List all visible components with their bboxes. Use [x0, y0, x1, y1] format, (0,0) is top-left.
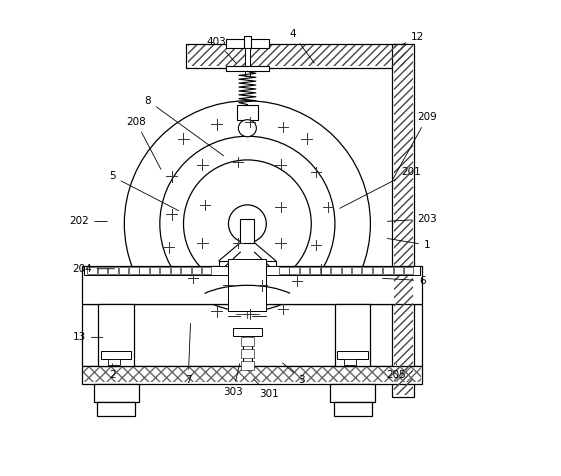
Bar [186, 44, 408, 68]
Bar [83, 367, 421, 382]
Bar [330, 384, 375, 402]
Bar [98, 268, 107, 274]
Bar [335, 304, 370, 366]
Bar [98, 402, 135, 416]
Bar [181, 268, 191, 274]
Bar [140, 268, 149, 274]
Bar [344, 359, 356, 365]
Bar [94, 384, 139, 402]
Bar [88, 268, 97, 274]
Ellipse shape [238, 119, 256, 137]
Text: 209: 209 [393, 112, 437, 179]
Text: 6: 6 [383, 276, 426, 286]
Bar [98, 304, 134, 366]
Text: 301: 301 [254, 379, 279, 399]
Bar [160, 268, 170, 274]
Bar [129, 268, 139, 274]
Bar [279, 268, 288, 274]
Bar [82, 267, 422, 304]
Bar [228, 259, 266, 311]
Bar [191, 268, 201, 274]
Bar [404, 268, 413, 274]
Bar [82, 366, 422, 384]
Bar [233, 328, 261, 337]
Bar [108, 268, 118, 274]
Bar [243, 333, 252, 368]
Bar [84, 267, 420, 275]
Bar [321, 268, 330, 274]
Text: 403: 403 [207, 37, 236, 63]
Bar [108, 359, 119, 365]
Text: 7: 7 [185, 324, 191, 385]
Bar [241, 337, 254, 346]
Text: 1: 1 [387, 238, 430, 250]
Text: 201: 201 [340, 167, 421, 208]
Bar [392, 44, 415, 397]
Bar [243, 36, 251, 48]
Circle shape [228, 205, 266, 243]
Text: 203: 203 [388, 214, 437, 224]
Bar [373, 268, 382, 274]
Text: 208: 208 [126, 117, 161, 169]
Text: 204: 204 [72, 264, 114, 274]
Text: 8: 8 [145, 96, 224, 156]
Circle shape [125, 101, 370, 347]
Bar [241, 349, 254, 358]
Bar [240, 219, 255, 243]
Text: 13: 13 [73, 332, 103, 342]
Bar [226, 39, 269, 48]
Bar [171, 268, 180, 274]
Text: 202: 202 [70, 217, 107, 227]
Bar [342, 268, 351, 274]
Bar [226, 66, 269, 71]
Bar [150, 268, 159, 274]
Bar [394, 45, 412, 395]
Bar [394, 268, 403, 274]
Text: 2: 2 [109, 364, 116, 380]
Bar [82, 304, 422, 366]
Bar [289, 268, 299, 274]
Text: 5: 5 [109, 171, 178, 211]
Bar [188, 45, 406, 66]
Text: 303: 303 [223, 364, 243, 397]
Bar [352, 268, 361, 274]
Text: 205: 205 [387, 364, 406, 380]
Bar [383, 268, 393, 274]
Bar [202, 268, 211, 274]
Text: 4: 4 [289, 29, 314, 63]
Bar [334, 402, 372, 416]
Bar [300, 268, 309, 274]
Bar [100, 351, 131, 359]
Bar [331, 268, 341, 274]
Bar [119, 268, 128, 274]
Bar [310, 268, 320, 274]
Bar [362, 268, 372, 274]
Bar [219, 261, 276, 272]
Text: 12: 12 [401, 32, 424, 45]
Text: 3: 3 [283, 363, 305, 385]
Bar [337, 351, 368, 359]
Bar [241, 361, 254, 369]
Bar [245, 48, 250, 76]
Bar [237, 105, 258, 119]
